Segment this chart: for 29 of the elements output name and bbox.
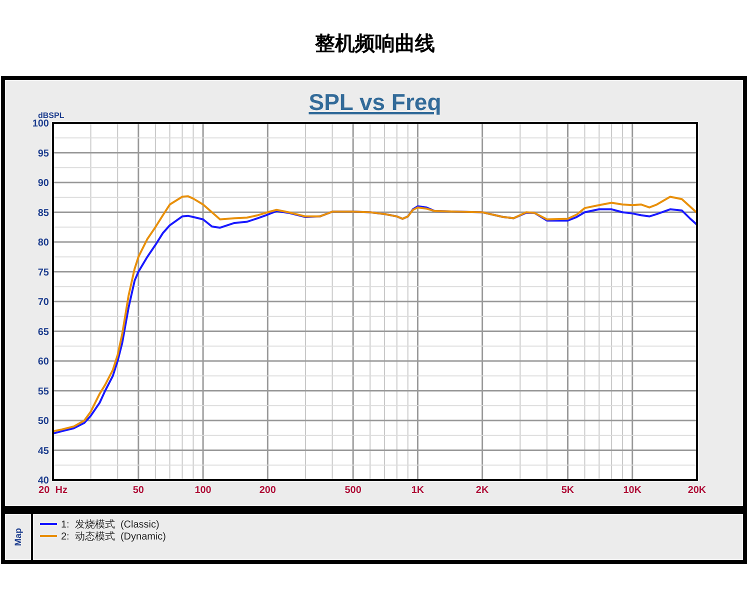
y-tick-label: 95 xyxy=(38,148,50,160)
y-tick-label: 45 xyxy=(38,446,50,457)
y-tick-label: 65 xyxy=(38,326,50,338)
y-tick-label: 80 xyxy=(38,238,50,248)
y-tick-label: 85 xyxy=(38,208,50,219)
y-tick-label: 75 xyxy=(38,267,50,278)
y-tick-label: 40 xyxy=(38,476,50,486)
y-tick-label: 90 xyxy=(38,178,50,189)
x-tick-label: 100 xyxy=(194,485,212,496)
chart-title: 整机频响曲线 xyxy=(314,33,435,55)
y-tick-label: 50 xyxy=(38,416,50,427)
x-tick-label: 1K xyxy=(411,485,425,496)
y-tick-label: 55 xyxy=(38,386,50,398)
y-tick-label: 100 xyxy=(32,118,50,130)
text: Map xyxy=(13,528,23,546)
y-tick-label: 60 xyxy=(38,356,50,368)
x-tick-label: 2K xyxy=(476,485,490,496)
x-tick-label: 50 xyxy=(132,485,144,496)
x-tick-label: 20K xyxy=(688,485,707,496)
chart-subtitle: SPL vs Freq xyxy=(308,89,442,115)
y-axis-title: dBSPL xyxy=(38,111,64,120)
x-tick-label: 5K xyxy=(561,485,575,496)
legend-label: 1: 发烧模式 (Classic) xyxy=(61,518,160,530)
x-tick-label: 10K xyxy=(623,485,642,496)
legend-label: 2: 动态模式 (Dynamic) xyxy=(61,530,166,542)
x-tick-label: 20 Hz xyxy=(38,485,68,496)
y-tick-label: 70 xyxy=(38,297,50,308)
x-tick-label: 200 xyxy=(259,485,276,496)
x-tick-label: 500 xyxy=(344,485,362,496)
